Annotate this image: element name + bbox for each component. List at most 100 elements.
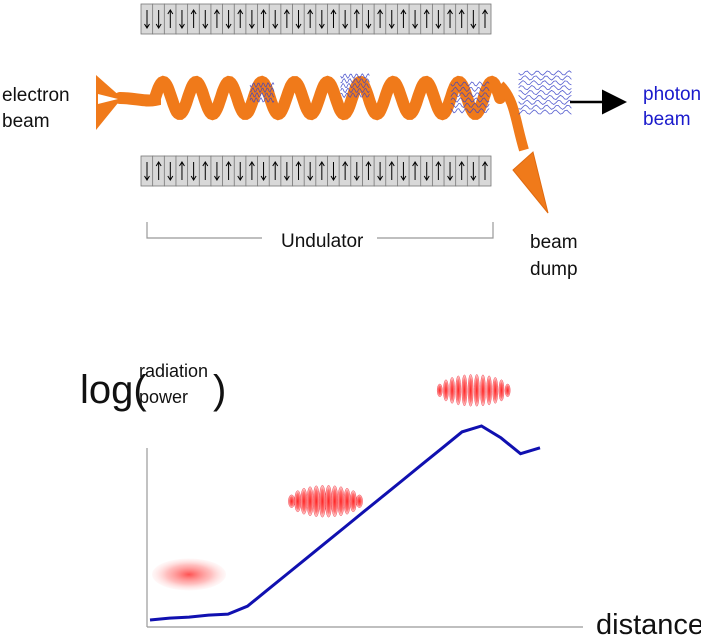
photon-wave [518, 75, 572, 81]
arrow-down-icon [260, 162, 267, 181]
beam-dump-label-line2: dump [530, 259, 578, 280]
bottom-magnet [408, 155, 422, 187]
y-axis-label-top: radiation [139, 361, 208, 381]
chart-axes [146, 448, 583, 628]
bottom-magnet [268, 155, 282, 187]
arrow-down-icon [388, 10, 395, 29]
photon-wave [340, 92, 370, 99]
top-magnet [327, 3, 340, 35]
arrow-up-icon [307, 9, 314, 28]
photon-wave [450, 97, 490, 103]
arrow-down-icon [225, 10, 232, 29]
bottom-magnet [210, 155, 224, 187]
arrow-up-icon [458, 9, 465, 28]
top-magnet [152, 3, 166, 35]
top-magnet [431, 3, 445, 35]
top-magnet [338, 3, 352, 35]
photon-wave [450, 81, 490, 87]
arrow-up-icon [214, 9, 220, 28]
photon-wave [518, 89, 572, 96]
arrow-down-icon [190, 162, 197, 181]
bottom-magnet [233, 155, 247, 187]
y-axis-label-prefix: log( [80, 368, 147, 412]
arrow-up-icon [412, 161, 418, 180]
bottom-magnet [245, 155, 259, 187]
top-magnet [140, 3, 154, 35]
bottom-magnet [327, 155, 340, 187]
bottom-magnet [420, 155, 434, 187]
arrow-down-icon [167, 162, 174, 181]
arrow-up-icon [447, 9, 453, 28]
beam-dump-path [496, 81, 529, 152]
photon-wave [450, 102, 490, 109]
top-magnet [257, 3, 270, 35]
arrow-down-icon [155, 10, 162, 29]
photon-wave [340, 73, 370, 79]
top-magnet [280, 3, 294, 35]
arrow-up-icon [190, 9, 197, 28]
arrow-up-icon [272, 161, 279, 180]
top-magnet [268, 3, 282, 35]
top-magnet [210, 3, 224, 35]
undulator-label: Undulator [281, 231, 364, 252]
bottom-magnet [338, 155, 352, 187]
top-magnet [455, 3, 469, 35]
photon-wave [518, 99, 572, 105]
photon-wave [450, 107, 490, 114]
photon-beam-label-line2: beam [643, 109, 691, 130]
radiation-power-curve [149, 424, 541, 622]
arrow-up-icon [260, 9, 267, 28]
bottom-magnet [455, 155, 469, 187]
electron-beam-path [96, 75, 549, 214]
bottom-magnet [198, 155, 212, 187]
bottom-magnet [397, 155, 410, 187]
bottom-magnet [257, 155, 270, 187]
electron-bunches [152, 374, 511, 591]
photon-wave [450, 91, 490, 98]
bottom-magnet [187, 155, 201, 187]
x-axis-label: distance [596, 609, 701, 637]
top-magnet [233, 3, 247, 35]
bottom-magnet [350, 155, 364, 187]
arrow-down-icon [342, 10, 349, 29]
arrow-up-icon [482, 9, 488, 28]
arrow-up-icon [482, 161, 488, 180]
bottom-magnet [175, 155, 189, 187]
top-magnet [292, 3, 305, 35]
arrow-down-icon [423, 162, 430, 181]
photon-wave [518, 94, 572, 101]
bottom-magnet [431, 155, 445, 187]
arrow-down-icon [307, 162, 314, 181]
bottom-magnet [478, 155, 492, 187]
arrow-up-icon [458, 161, 465, 180]
arrow-up-icon [179, 161, 185, 180]
bottom-magnet [292, 155, 305, 187]
photon-wave [518, 104, 572, 110]
photon-wave [518, 70, 572, 76]
electron-beam-inlet [96, 75, 122, 130]
photon-wave [249, 92, 275, 98]
arrow-down-icon [144, 10, 150, 29]
bottom-magnet [163, 155, 177, 187]
arrow-up-icon [167, 9, 174, 28]
electron-bunch-partially-bunched [288, 485, 363, 518]
arrow-up-icon [388, 161, 395, 180]
top-magnet [187, 3, 201, 35]
y-axis-label-suffix: ) [213, 368, 226, 412]
undulator-magnets-top [140, 3, 492, 35]
arrow-down-icon [470, 162, 477, 181]
arrow-up-icon [248, 161, 255, 180]
arrow-up-icon [330, 9, 337, 28]
bottom-magnet [443, 155, 457, 187]
photon-wave [249, 97, 275, 103]
photon-wave [249, 82, 275, 88]
arrow-up-icon [365, 161, 372, 180]
top-magnet [443, 3, 457, 35]
top-magnet [362, 3, 375, 35]
electron-bunch-fully-bunched [436, 374, 511, 407]
arrow-down-icon [412, 10, 418, 29]
top-magnet [373, 3, 387, 35]
top-magnet [397, 3, 410, 35]
photon-wave [249, 87, 275, 93]
